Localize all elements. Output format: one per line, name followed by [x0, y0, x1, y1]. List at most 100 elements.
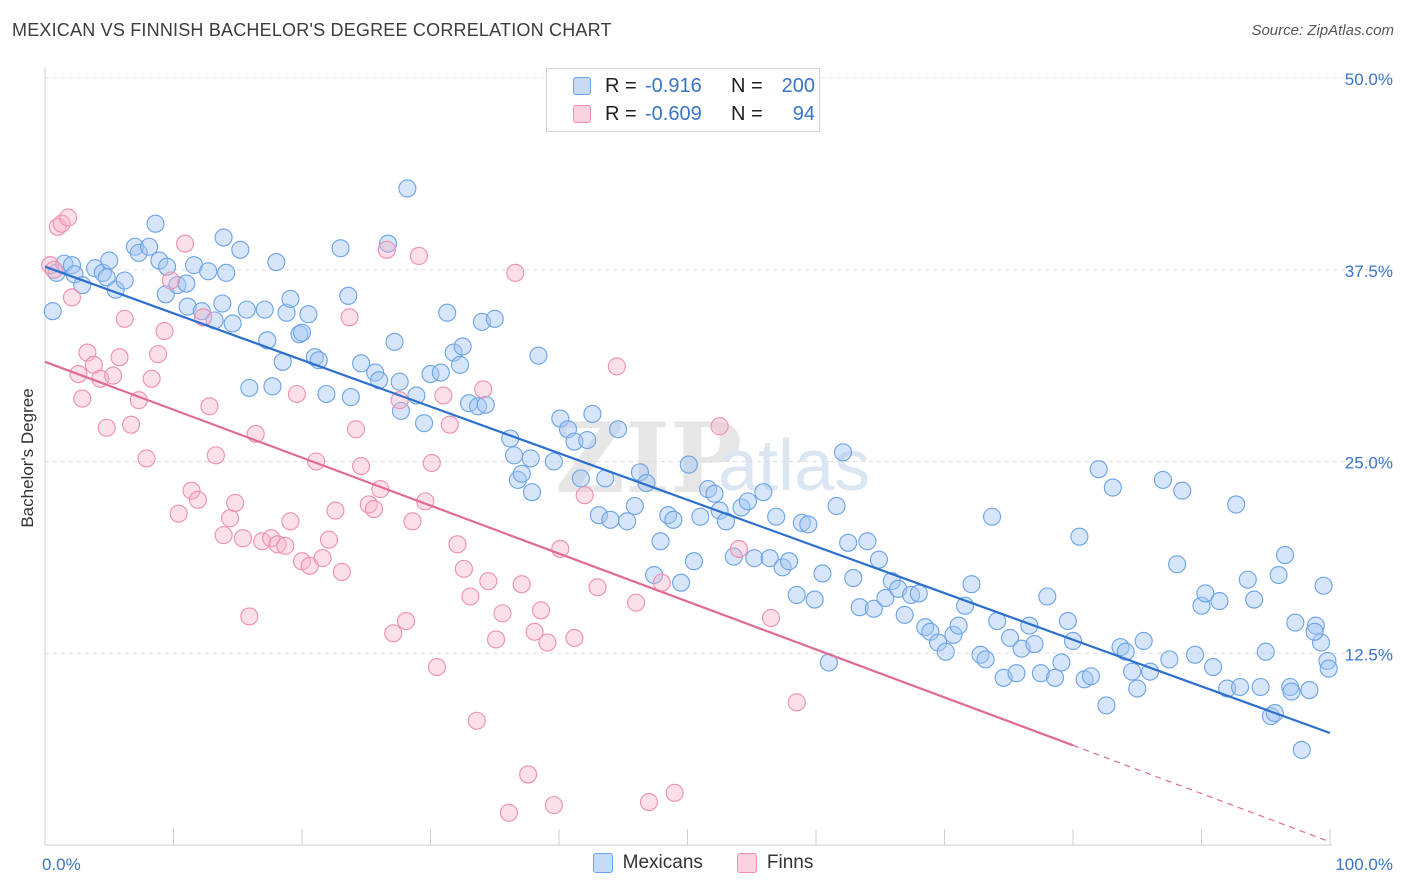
data-point-mexicans — [745, 549, 764, 568]
data-point-mexicans — [792, 513, 811, 532]
data-point-finns — [544, 796, 563, 815]
data-point-finns — [787, 693, 806, 712]
data-point-finns — [122, 415, 141, 434]
data-point-mexicans — [705, 484, 724, 503]
data-point-finns — [403, 512, 422, 531]
data-point-mexicans — [767, 507, 786, 526]
data-point-finns — [519, 765, 538, 784]
legend-swatch-mexicans — [573, 77, 591, 95]
data-point-mexicans — [625, 496, 644, 516]
data-point-finns — [434, 386, 453, 405]
source-label: Source: ZipAtlas.com — [1251, 22, 1394, 39]
data-point-mexicans — [583, 404, 602, 423]
data-point-mexicans — [672, 573, 691, 592]
data-point-finns — [607, 357, 626, 376]
legend-n-label: N = — [731, 74, 763, 97]
data-point-mexicans — [691, 507, 710, 526]
data-point-mexicans — [453, 337, 472, 356]
data-point-mexicans — [317, 384, 336, 404]
data-point-mexicans — [217, 263, 236, 282]
legend-item-mexicans[interactable]: Mexicans — [592, 852, 703, 874]
data-point-mexicans — [1300, 681, 1319, 700]
data-point-finns — [307, 452, 326, 471]
legend-label-mexicans: Mexicans — [622, 852, 703, 873]
data-point-mexicans — [844, 569, 863, 588]
data-point-finns — [588, 578, 607, 597]
data-point-finns — [461, 587, 480, 606]
data-point-finns — [281, 512, 300, 531]
data-point-mexicans — [1007, 664, 1026, 683]
data-point-mexicans — [544, 452, 563, 471]
data-point-mexicans — [982, 507, 1002, 526]
trend-line-mexicans — [44, 265, 1331, 735]
data-point-mexicans — [1058, 611, 1077, 631]
data-point-mexicans — [630, 463, 650, 482]
data-point-mexicans — [1031, 664, 1050, 683]
data-point-mexicans — [895, 605, 914, 624]
data-point-mexicans — [869, 550, 889, 569]
data-point-mexicans — [1251, 677, 1270, 697]
data-point-finns — [73, 389, 92, 408]
data-point-finns — [206, 446, 225, 465]
legend-row-mexicans: R = -0.916 N = 200 — [573, 72, 815, 100]
trend-line-finns — [44, 360, 1074, 747]
data-point-mexicans — [876, 588, 895, 608]
data-point-finns — [506, 263, 525, 282]
data-point-finns — [346, 420, 366, 439]
data-point-mexicans — [813, 564, 832, 583]
data-point-mexicans — [476, 395, 495, 414]
data-point-finns — [200, 397, 219, 416]
data-point-mexicans — [1070, 527, 1089, 546]
data-point-mexicans — [267, 253, 286, 272]
legend-row-finns: R = -0.609 N = 94 — [573, 100, 815, 128]
legend-swatch-finns — [736, 853, 757, 873]
data-point-mexicans — [1168, 555, 1187, 574]
data-point-mexicans — [1089, 460, 1108, 479]
data-point-finns — [639, 792, 659, 812]
data-point-mexicans — [129, 243, 148, 262]
data-point-finns — [287, 384, 306, 404]
data-point-mexicans — [385, 332, 404, 351]
data-point-mexicans — [237, 300, 256, 319]
y-tick-label: 25.0% — [1345, 454, 1393, 473]
data-point-finns — [142, 369, 161, 388]
data-point-mexicans — [331, 239, 350, 258]
legend-item-finns[interactable]: Finns — [736, 852, 813, 874]
data-point-mexicans — [1025, 634, 1044, 654]
data-point-mexicans — [609, 420, 628, 439]
legend-r-value: -0.609 — [645, 102, 702, 125]
data-point-finns — [525, 622, 544, 641]
data-point-finns — [268, 535, 287, 554]
data-point-mexicans — [451, 355, 470, 374]
data-point-finns — [169, 504, 188, 523]
data-point-mexicans — [512, 464, 531, 483]
legend-n-value: 200 — [781, 74, 815, 97]
data-point-finns — [422, 453, 441, 473]
data-point-finns — [627, 593, 646, 612]
legend-r-value: -0.916 — [645, 74, 702, 97]
data-point-finns — [575, 486, 594, 505]
data-point-mexicans — [192, 302, 211, 321]
data-point-mexicans — [177, 274, 196, 293]
data-point-finns — [486, 630, 506, 649]
data-point-mexicans — [213, 294, 232, 313]
data-point-mexicans — [1231, 677, 1250, 697]
data-point-finns — [188, 490, 207, 509]
legend-r-label: R = — [605, 74, 637, 97]
data-point-finns — [352, 457, 371, 476]
data-point-mexicans — [1311, 633, 1331, 652]
data-point-mexicans — [522, 483, 542, 502]
data-point-finns — [479, 572, 498, 591]
data-point-mexicans — [115, 271, 134, 290]
trend-line-extension-finns — [1072, 744, 1331, 843]
data-point-mexicans — [140, 237, 159, 256]
watermark-zip: ZIP — [555, 402, 742, 515]
data-point-finns — [377, 240, 396, 259]
data-point-mexicans — [100, 251, 119, 270]
data-point-finns — [729, 539, 748, 558]
data-point-finns — [440, 415, 459, 434]
data-point-finns — [149, 345, 168, 364]
data-point-mexicans — [1097, 696, 1116, 715]
data-point-mexicans — [240, 378, 259, 397]
